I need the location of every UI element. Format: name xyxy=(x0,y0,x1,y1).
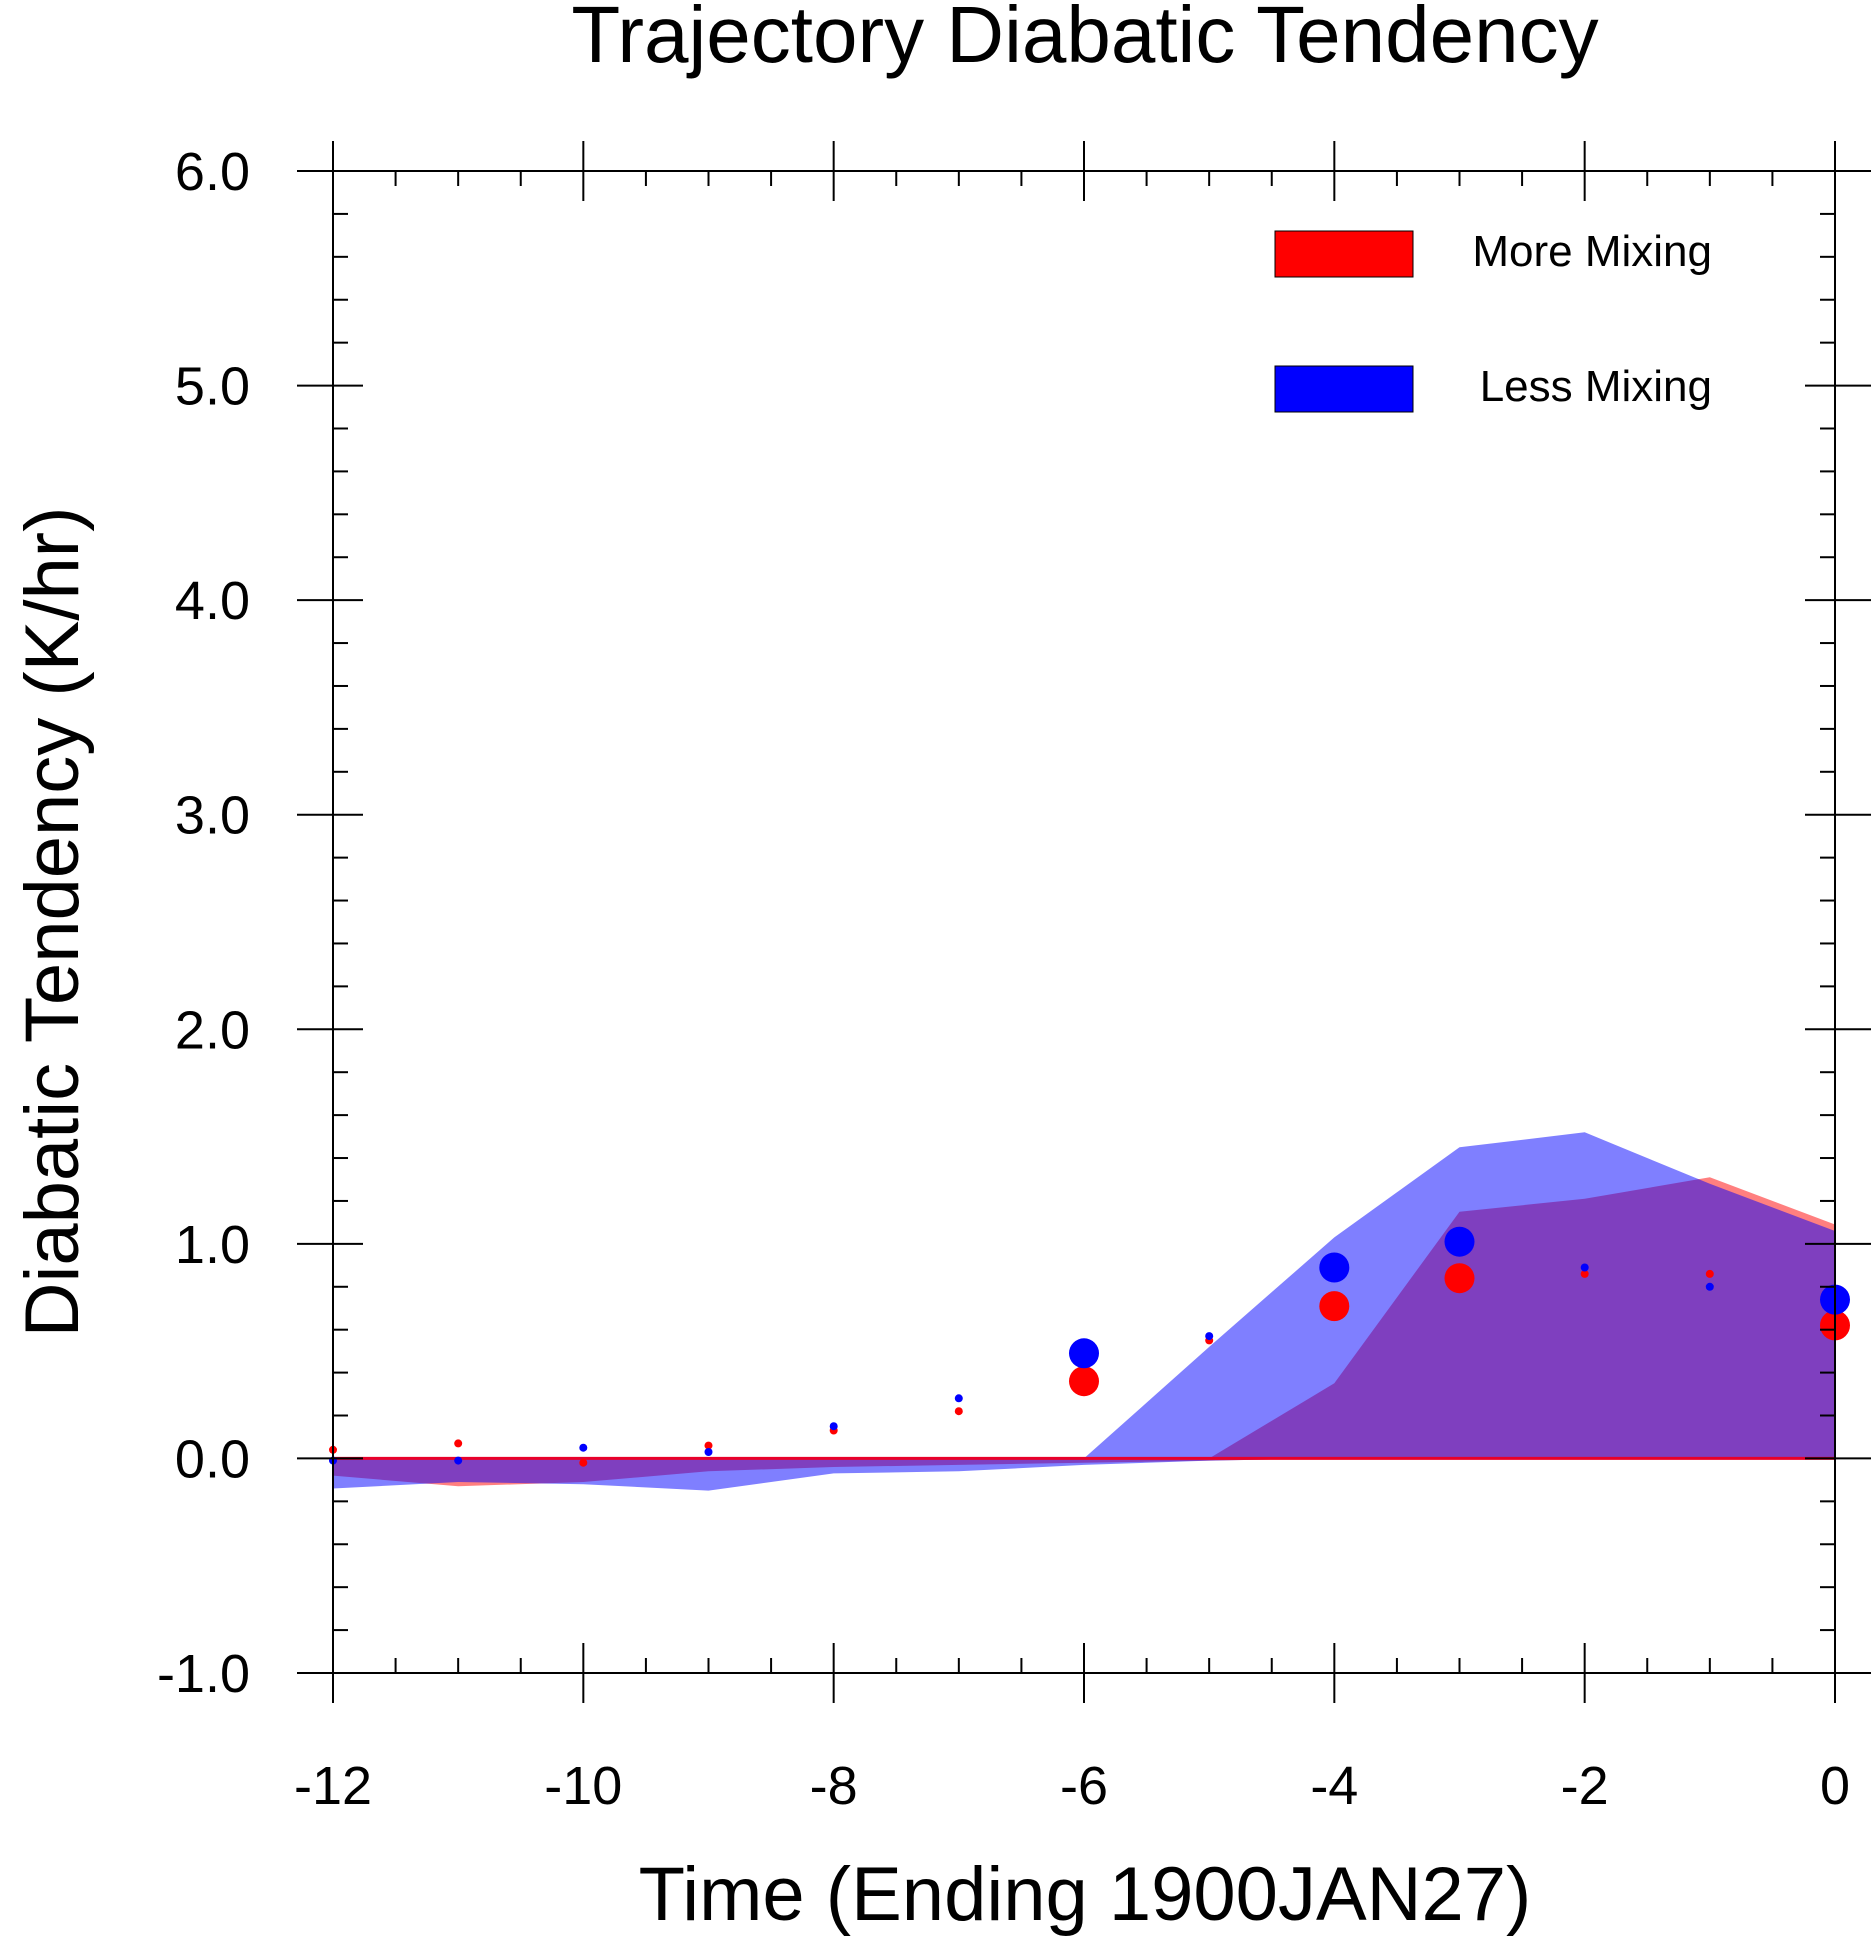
x-tick-label: -6 xyxy=(1060,1756,1108,1816)
point-more-mixing xyxy=(1444,1263,1475,1294)
x-tick-labels: -12 -10 -8 -6 -4 -2 0 xyxy=(294,1756,1850,1816)
chart-title: Trajectory Diabatic Tendency xyxy=(571,0,1598,79)
point-more-mixing xyxy=(1705,1269,1714,1278)
point-more-mixing xyxy=(1069,1366,1099,1397)
y-tick-label: 3.0 xyxy=(175,786,250,846)
legend-swatch-more-mixing xyxy=(1274,230,1414,278)
y-tick-label: 1.0 xyxy=(175,1215,250,1275)
point-more-mixing xyxy=(579,1458,588,1467)
area-less-mixing xyxy=(333,1132,1835,1491)
legend-label-more-mixing: More Mixing xyxy=(1472,227,1712,276)
legend-label-less-mixing: Less Mixing xyxy=(1480,362,1712,411)
series-areas xyxy=(333,1132,1835,1491)
point-more-mixing xyxy=(704,1441,713,1450)
point-less-mixing xyxy=(1069,1338,1099,1369)
point-less-mixing xyxy=(579,1443,588,1452)
y-tick-label: 0.0 xyxy=(175,1429,250,1489)
x-tick-label: -12 xyxy=(294,1756,372,1816)
y-tick-label: 5.0 xyxy=(175,357,250,417)
y-tick-label: 6.0 xyxy=(175,142,250,202)
x-tick-label: -8 xyxy=(810,1756,858,1816)
x-tick-label: -2 xyxy=(1561,1756,1609,1816)
point-more-mixing xyxy=(1580,1269,1589,1278)
x-axis-label: Time (Ending 1900JAN27) xyxy=(639,1852,1532,1937)
y-axis-label: Diabatic Tendency (K/hr) xyxy=(10,507,95,1338)
point-more-mixing xyxy=(454,1439,463,1448)
x-tick-label: -4 xyxy=(1310,1756,1358,1816)
point-more-mixing xyxy=(1319,1291,1350,1322)
legend-swatch-less-mixing xyxy=(1274,365,1414,413)
y-tick-label: 4.0 xyxy=(175,571,250,631)
point-less-mixing xyxy=(1580,1263,1589,1272)
axis-ticks xyxy=(297,141,1871,1703)
y-tick-label: 2.0 xyxy=(175,1000,250,1060)
y-tick-labels: -1.0 0.0 1.0 2.0 3.0 4.0 5.0 6.0 xyxy=(157,142,250,1704)
point-less-mixing xyxy=(954,1394,963,1403)
legend: More Mixing Less Mixing xyxy=(1274,227,1712,413)
point-less-mixing xyxy=(454,1456,463,1465)
point-less-mixing xyxy=(704,1448,713,1456)
point-less-mixing xyxy=(1205,1332,1214,1341)
point-less-mixing xyxy=(1444,1226,1475,1257)
x-tick-label: -10 xyxy=(544,1756,622,1816)
point-more-mixing xyxy=(954,1407,963,1416)
x-tick-label: 0 xyxy=(1820,1756,1850,1816)
y-tick-label: -1.0 xyxy=(157,1644,250,1704)
point-less-mixing xyxy=(1705,1282,1714,1291)
point-less-mixing xyxy=(829,1422,838,1431)
point-less-mixing xyxy=(1319,1252,1350,1283)
